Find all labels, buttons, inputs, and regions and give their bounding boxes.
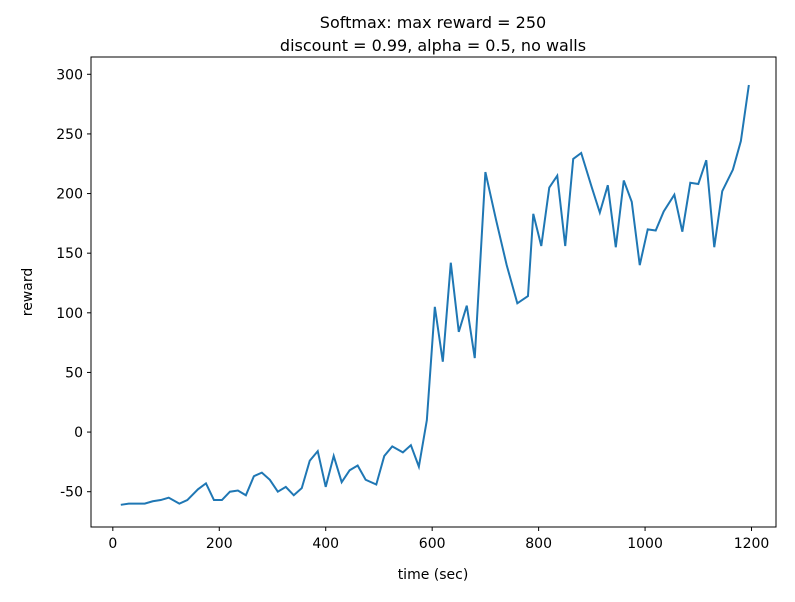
y-tick-label: 50	[65, 365, 83, 381]
plot-frame	[90, 56, 777, 528]
y-tick-label: 150	[56, 246, 83, 262]
y-tick-label: 100	[56, 306, 83, 322]
data-line	[120, 84, 750, 506]
y-axis-label: reward	[20, 268, 36, 317]
y-tick-label: 300	[56, 67, 83, 83]
x-tick-label: 800	[525, 536, 552, 552]
x-tick-label: 600	[419, 536, 446, 552]
x-axis-label: time (sec)	[398, 567, 469, 583]
x-tick-label: 200	[206, 536, 233, 552]
y-tick-label: 250	[56, 127, 83, 143]
chart-title: Softmax: max reward = 250	[320, 13, 546, 32]
x-tick-label: 1200	[734, 536, 770, 552]
y-tick-label: 0	[74, 425, 83, 441]
y-tick-label: -50	[60, 485, 83, 501]
y-tick-label: 200	[56, 187, 83, 203]
x-tick-label: 0	[108, 536, 117, 552]
chart-subtitle: discount = 0.99, alpha = 0.5, no walls	[280, 36, 586, 55]
x-tick-label: 400	[312, 536, 339, 552]
x-tick-label: 1000	[627, 536, 663, 552]
